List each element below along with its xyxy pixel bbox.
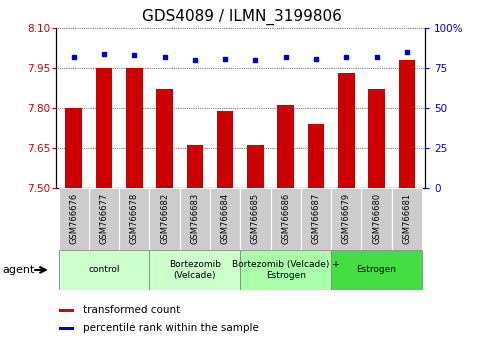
Bar <box>89 188 119 250</box>
Bar <box>96 68 113 188</box>
Text: Estrogen: Estrogen <box>356 266 397 274</box>
Text: GSM766680: GSM766680 <box>372 193 381 244</box>
Text: GSM766687: GSM766687 <box>312 193 321 244</box>
Bar <box>398 60 415 188</box>
Bar <box>149 188 180 250</box>
Bar <box>210 188 241 250</box>
Bar <box>149 250 241 290</box>
Text: GSM766678: GSM766678 <box>130 193 139 244</box>
Bar <box>126 68 142 188</box>
Text: GSM766677: GSM766677 <box>99 193 109 244</box>
Text: Bortezomib
(Velcade): Bortezomib (Velcade) <box>169 260 221 280</box>
Bar <box>368 89 385 188</box>
Bar <box>119 188 149 250</box>
Bar <box>65 108 82 188</box>
Text: agent: agent <box>2 265 35 275</box>
Text: GSM766683: GSM766683 <box>190 193 199 244</box>
Text: GSM766682: GSM766682 <box>160 193 169 244</box>
Text: GSM766686: GSM766686 <box>281 193 290 244</box>
Text: GDS4089 / ILMN_3199806: GDS4089 / ILMN_3199806 <box>142 9 341 25</box>
Text: GSM766676: GSM766676 <box>69 193 78 244</box>
Text: transformed count: transformed count <box>83 305 181 315</box>
Bar <box>331 188 361 250</box>
Bar <box>241 188 270 250</box>
Bar <box>186 145 203 188</box>
Bar <box>247 145 264 188</box>
Bar <box>59 309 74 312</box>
Text: control: control <box>88 266 120 274</box>
Bar <box>58 250 149 290</box>
Bar <box>156 89 173 188</box>
Bar <box>301 188 331 250</box>
Text: GSM766679: GSM766679 <box>342 193 351 244</box>
Bar <box>277 105 294 188</box>
Text: GSM766684: GSM766684 <box>221 193 229 244</box>
Bar <box>338 73 355 188</box>
Text: GSM766685: GSM766685 <box>251 193 260 244</box>
Bar <box>392 188 422 250</box>
Text: Bortezomib (Velcade) +
Estrogen: Bortezomib (Velcade) + Estrogen <box>232 260 340 280</box>
Bar <box>308 124 325 188</box>
Bar <box>331 250 422 290</box>
Bar <box>217 110 233 188</box>
Bar <box>180 188 210 250</box>
Text: GSM766681: GSM766681 <box>402 193 412 244</box>
Bar <box>361 188 392 250</box>
Text: percentile rank within the sample: percentile rank within the sample <box>83 323 259 333</box>
Bar <box>59 327 74 330</box>
Bar <box>270 188 301 250</box>
Bar <box>241 250 331 290</box>
Bar <box>58 188 89 250</box>
